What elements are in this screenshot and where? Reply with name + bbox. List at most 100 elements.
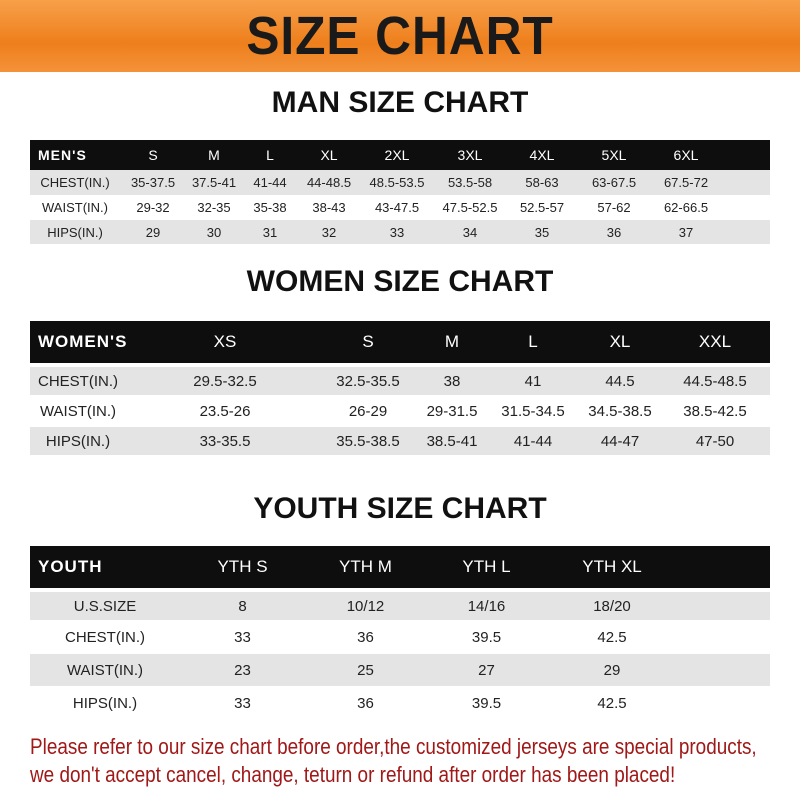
women-size-table: WOMEN'S XS S M L XL XXL CHEST(IN.) 29.5-32.5 32.5… (30, 321, 770, 455)
table-cell: 58-63 (525, 175, 559, 190)
size-chart-banner: SIZE CHART (0, 0, 800, 72)
notice-line-2: we don't accept cancel, change, teturn o… (30, 762, 676, 787)
table-cell: L (528, 332, 538, 351)
notice-line-1: Please refer to our size chart before or… (30, 734, 757, 759)
table-cell: 38.5-42.5 (683, 402, 747, 420)
table-cell: 4XL (529, 147, 555, 163)
table-cell: 31 (262, 224, 278, 240)
table-cell: 29.5-32.5 (193, 372, 257, 390)
table-header-row: YOUTH YTH S YTH M YTH L YTH XL (30, 546, 770, 588)
table-cell: 18/20 (593, 597, 631, 615)
table-cell: S (362, 332, 374, 351)
row-label: WAIST(IN.) (42, 200, 108, 215)
table-cell: 36 (357, 628, 374, 646)
table-cell: YTH XL (582, 557, 642, 576)
table-cell: 38-43 (312, 200, 346, 215)
men-size-table: MEN'S S M L XL 2XL 3XL 4XL 5XL 6XL CHEST(IN.) 35-37… (30, 140, 770, 244)
table-row: HIPS(IN.) 29 30 31 32 33 34 35 36 37 (30, 220, 770, 244)
table-cell: 35 (534, 224, 550, 240)
table-cell: XL (609, 332, 631, 351)
table-cell: 47.5-52.5 (442, 200, 498, 215)
table-cell: 44.5 (605, 372, 635, 390)
row-label: U.S.SIZE (73, 597, 137, 615)
table-cell: 44.5-48.5 (683, 372, 747, 390)
row-label: CHEST(IN.) (38, 372, 118, 390)
table-header-row: MEN'S S M L XL 2XL 3XL 4XL 5XL 6XL (30, 140, 770, 170)
order-notice: Please refer to our size chart before or… (30, 733, 757, 789)
table-cell: 67.5-72 (663, 175, 709, 190)
table-cell: 33 (234, 694, 251, 712)
table-row: U.S.SIZE 8 10/12 14/16 18/20 (30, 592, 770, 620)
table-cell: 5XL (601, 147, 627, 163)
table-cell: 39.5 (471, 694, 502, 712)
youth-title: YOUTH SIZE CHART (253, 492, 547, 525)
table-cell: 8 (238, 597, 247, 615)
table-cell: 52.5-57 (519, 200, 565, 215)
table-cell: 62-66.5 (663, 200, 709, 215)
table-cell: XL (320, 147, 338, 163)
table-row: CHEST(IN.) 29.5-32.5 32.5-35.5 38 41 44.5 44.5… (30, 367, 770, 395)
table-row: CHEST(IN.) 33 36 39.5 42.5 (30, 622, 770, 652)
table-cell: 30 (206, 224, 222, 240)
table-row: WAIST(IN.) 23.5-26 26-29 29-31.5 31.5-34.5 34… (30, 397, 770, 425)
row-label: MEN'S (38, 147, 87, 163)
table-cell: 44-48.5 (306, 175, 352, 190)
row-label: WOMEN'S (38, 332, 128, 351)
table-cell: 25 (357, 661, 374, 679)
table-cell: 35-37.5 (130, 175, 176, 190)
table-cell: 63-67.5 (591, 175, 637, 190)
row-label: YOUTH (38, 557, 103, 576)
table-cell: 57-62 (597, 200, 631, 215)
table-cell: YTH S (217, 557, 268, 576)
table-header-row: WOMEN'S XS S M L XL XXL (30, 321, 770, 363)
table-cell: M (208, 147, 220, 163)
table-cell: 41-44 (513, 432, 553, 450)
row-label: CHEST(IN.) (65, 628, 145, 646)
table-cell: 29 (603, 661, 621, 679)
table-cell: YTH M (339, 557, 392, 576)
table-cell: YTH L (462, 557, 511, 576)
table-row: CHEST(IN.) 35-37.5 37.5-41 41-44 44-48.5 48.5… (30, 170, 770, 195)
youth-size-table: YOUTH YTH S YTH M YTH L YTH XL U.S.SIZE 8 10/12… (30, 546, 770, 718)
table-cell: 33 (389, 224, 405, 240)
banner-title: SIZE CHART (246, 6, 554, 66)
table-cell: 3XL (457, 147, 483, 163)
table-cell: 29-32 (136, 200, 170, 215)
table-cell: 26-29 (348, 402, 388, 420)
table-cell: 23.5-26 (199, 402, 251, 420)
table-row: HIPS(IN.) 33 36 39.5 42.5 (30, 688, 770, 718)
table-cell: 34.5-38.5 (588, 402, 652, 420)
row-label: WAIST(IN.) (66, 661, 144, 679)
table-cell: 14/16 (467, 597, 506, 615)
table-cell: 33-35.5 (199, 432, 251, 450)
table-cell: 29-31.5 (426, 402, 478, 420)
table-cell: 10/12 (346, 597, 385, 615)
table-cell: 48.5-53.5 (369, 175, 425, 190)
table-cell: 42.5 (597, 694, 627, 712)
table-cell: 29 (145, 224, 161, 240)
table-row: WAIST(IN.) 23 25 27 29 (30, 654, 770, 686)
table-cell: 32.5-35.5 (336, 372, 400, 390)
row-label: WAIST(IN.) (39, 402, 117, 420)
table-cell: 36 (606, 224, 622, 240)
table-cell: 41-44 (253, 175, 287, 190)
row-label: HIPS(IN.) (47, 224, 103, 240)
table-cell: 37 (678, 224, 694, 240)
table-cell: 32-35 (197, 200, 231, 215)
table-cell: 35-38 (253, 200, 287, 215)
table-cell: 41 (524, 372, 542, 390)
table-cell: S (148, 147, 158, 163)
women-title: WOMEN SIZE CHART (246, 265, 554, 298)
table-cell: L (266, 147, 274, 163)
table-cell: 32 (321, 224, 337, 240)
table-cell: XS (213, 332, 237, 351)
row-label: CHEST(IN.) (40, 175, 110, 190)
table-row: WAIST(IN.) 29-32 32-35 35-38 38-43 43-47.5 47.… (30, 195, 770, 220)
table-cell: 35.5-38.5 (336, 432, 400, 450)
table-cell: 42.5 (597, 628, 627, 646)
table-cell: 37.5-41 (191, 175, 237, 190)
table-cell: 53.5-58 (447, 175, 493, 190)
men-title: MAN SIZE CHART (271, 86, 529, 119)
table-cell: 38 (443, 372, 461, 390)
table-cell: 27 (478, 661, 495, 679)
